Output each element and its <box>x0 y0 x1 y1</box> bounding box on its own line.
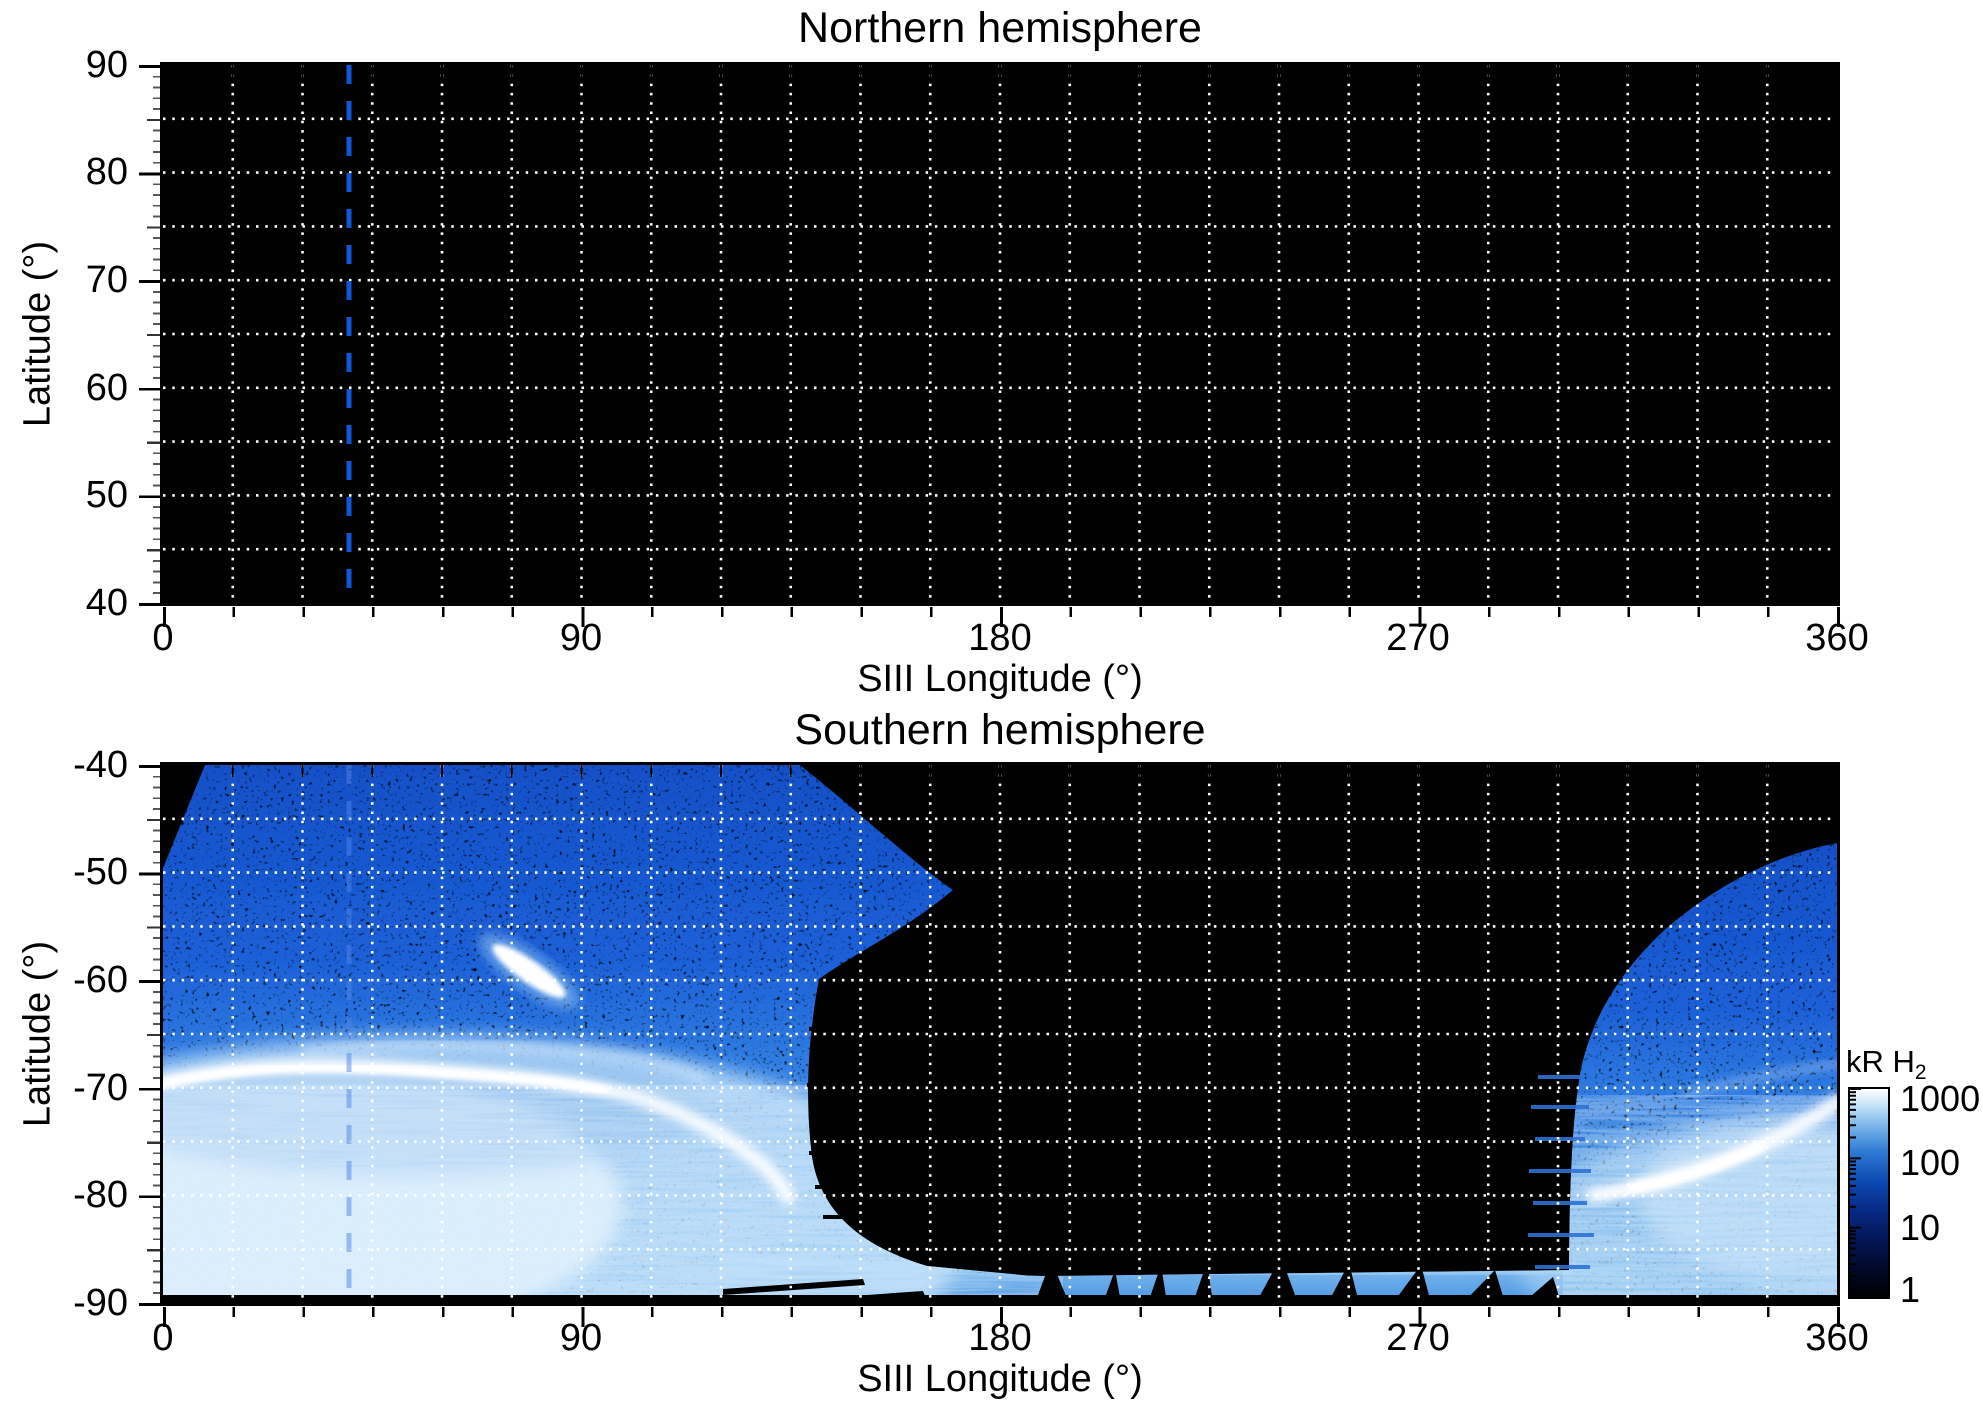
x-major-ticks-south <box>163 1307 1841 1327</box>
y-tick-label: -80 <box>73 1174 128 1216</box>
y-tick-label: -50 <box>73 851 128 893</box>
y-tick-label: 80 <box>85 151 128 193</box>
colorbar-ticks <box>1850 1089 1861 1297</box>
colorbar-title-main: kR H <box>1846 1044 1915 1079</box>
x-axis-label-south: SIII Longitude (°) <box>857 1358 1143 1400</box>
colorbar <box>1848 1087 1890 1299</box>
x-tick-label: 0 <box>152 617 174 659</box>
colorbar-tick-label: 100 <box>1900 1142 1961 1183</box>
plot-area-north <box>163 65 1837 603</box>
colorbar-tick-label: 10 <box>1900 1207 1941 1248</box>
y-axis-label-north: Latitude (°) <box>16 240 59 428</box>
void-boundary-teeth-west <box>807 1003 875 1219</box>
y-tick-label: -90 <box>73 1282 128 1324</box>
colorbar-tick-label: 1000 <box>1900 1078 1981 1119</box>
x-major-ticks-north <box>163 607 1841 627</box>
y-major-ticks-north <box>139 65 162 606</box>
y-tick-label: 90 <box>85 44 128 86</box>
colorbar-title: kR H2 <box>1846 1044 1927 1085</box>
y-axis-label-south: Latitude (°) <box>16 940 59 1128</box>
south-aurora-data <box>163 765 1837 1303</box>
panel-title-north: Northern hemisphere <box>798 4 1202 52</box>
y-major-ticks-south <box>139 765 162 1306</box>
y-tick-label: 50 <box>85 474 128 516</box>
gridlines-south <box>163 765 1837 1303</box>
y-tick-label: 60 <box>85 367 128 409</box>
void-boundary-teeth-east <box>1528 1075 1594 1269</box>
y-tick-label: 40 <box>85 582 128 624</box>
panel-title-south: Southern hemisphere <box>794 706 1206 754</box>
y-tick-label: -40 <box>73 744 128 786</box>
south-pole-strip <box>163 1295 1837 1303</box>
plot-area-south <box>163 765 1837 1303</box>
gridlines-north <box>163 65 1837 603</box>
x-axis-label-north: SIII Longitude (°) <box>857 658 1143 700</box>
y-tick-label: -70 <box>73 1067 128 1109</box>
y-tick-label: -60 <box>73 959 128 1001</box>
colorbar-tick-label: 1 <box>1900 1269 1921 1310</box>
y-tick-label: 70 <box>85 259 128 301</box>
colorbar-title-sub: 2 <box>1914 1061 1927 1085</box>
x-tick-label: 0 <box>152 1317 174 1359</box>
